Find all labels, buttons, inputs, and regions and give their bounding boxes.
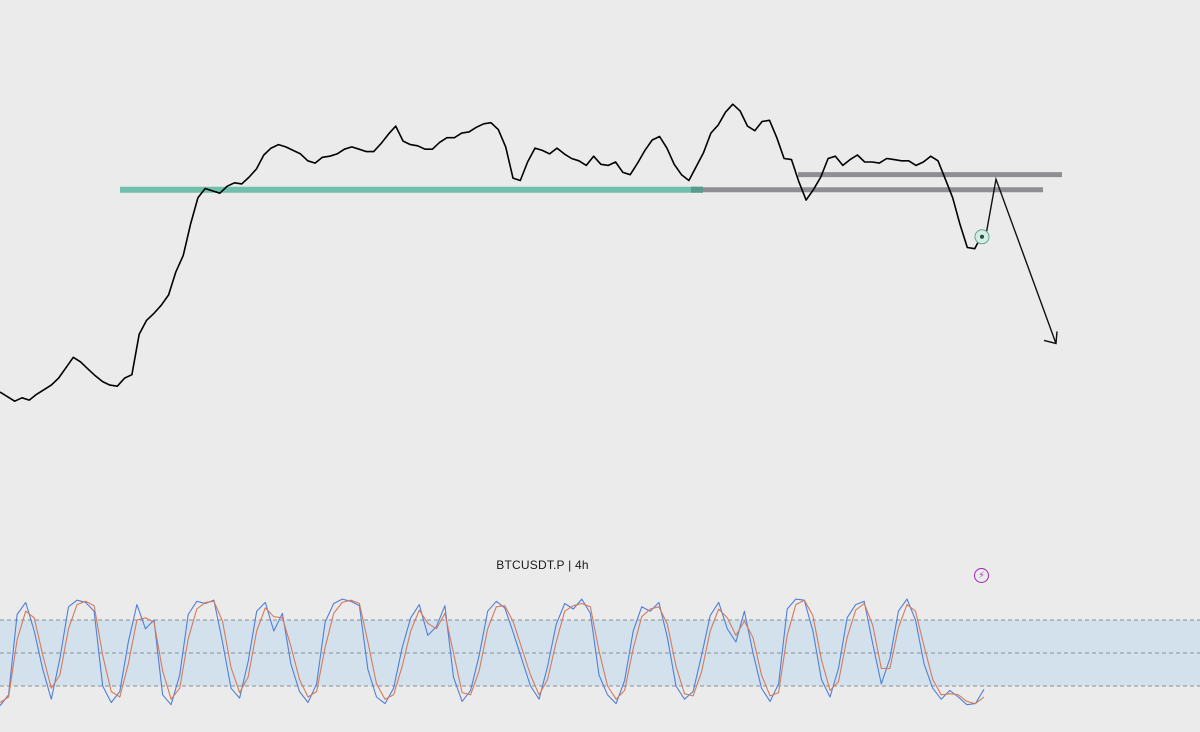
stoch-rsi-pane[interactable] <box>0 598 1200 707</box>
price-line <box>0 103 983 402</box>
price-pane[interactable] <box>0 103 1062 402</box>
stoch-d-line <box>0 599 985 705</box>
symbol-text: BTCUSDT.P <box>496 558 565 572</box>
timeframe-text: 4h <box>574 558 589 572</box>
lightning-alert-icon[interactable]: ⚡ <box>974 568 989 583</box>
marker-dot <box>980 234 984 239</box>
projection-path <box>985 176 1057 344</box>
label-separator: | <box>568 558 572 572</box>
arrow-down-icon <box>1043 331 1058 345</box>
stoch-k-line <box>0 598 985 707</box>
symbol-timeframe-label: BTCUSDT.P | 4h <box>0 558 1085 572</box>
